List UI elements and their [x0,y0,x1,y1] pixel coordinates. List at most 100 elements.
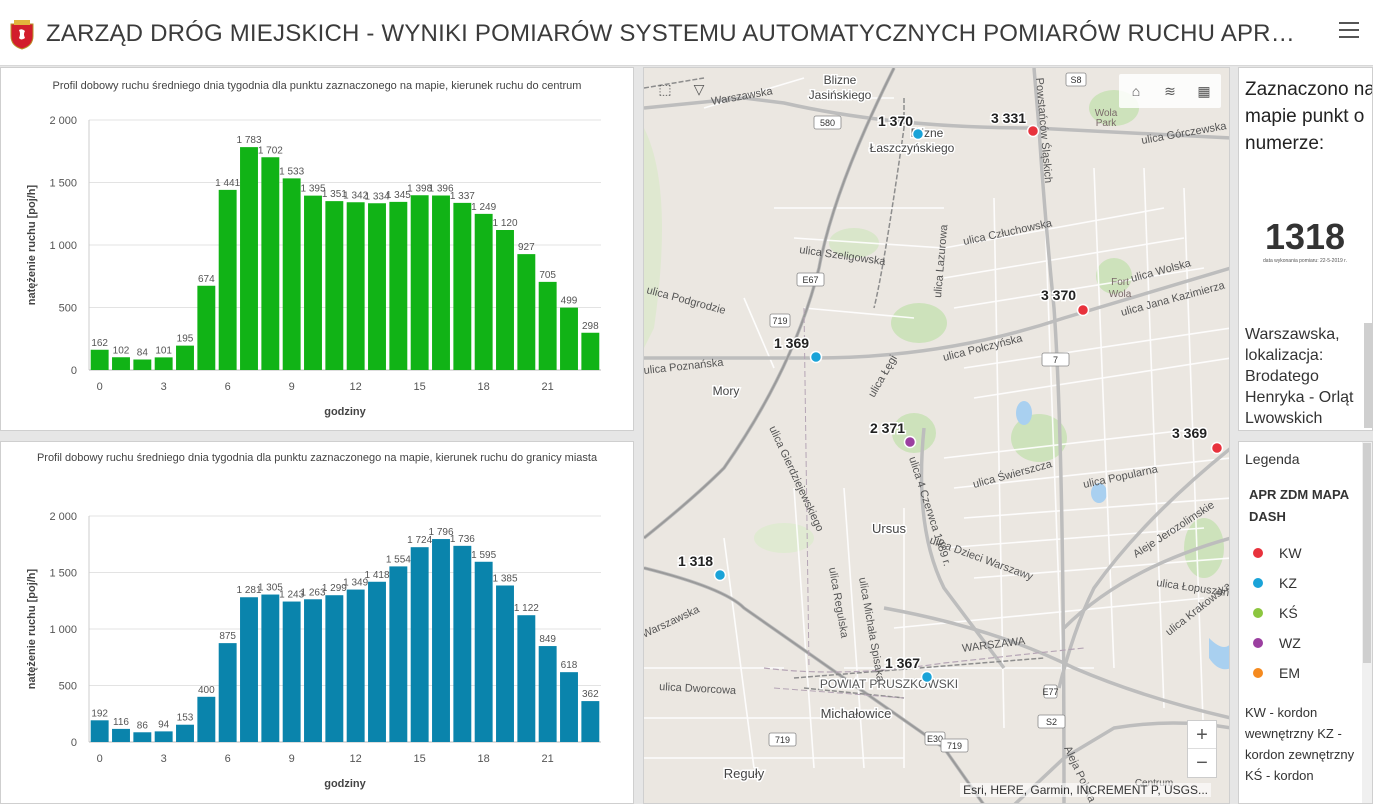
bar[interactable] [240,597,258,742]
legend-item-label: WZ [1279,635,1301,651]
bar[interactable] [240,147,258,370]
svg-text:580: 580 [820,118,835,128]
bar[interactable] [154,731,173,742]
bar[interactable] [432,195,450,371]
bar[interactable] [538,646,557,742]
bar-value-label: 1 783 [236,135,261,146]
bar[interactable] [218,643,237,742]
bar[interactable] [218,189,237,370]
bar[interactable] [176,724,194,742]
road-shield: E30 [924,731,946,746]
zoom-out-button[interactable]: − [1196,752,1208,774]
bar[interactable] [197,696,216,742]
bar[interactable] [560,307,578,370]
measurement-point-kz[interactable] [809,350,823,364]
bar[interactable] [581,332,600,370]
bar[interactable] [474,561,493,742]
bar[interactable] [517,615,536,742]
bar-value-label: 1 305 [258,583,283,594]
y-tick-label: 2 000 [49,115,77,127]
bar[interactable] [133,359,152,371]
svg-text:719: 719 [947,741,962,751]
menu-icon[interactable] [1339,22,1359,40]
measurement-point-kz[interactable] [713,568,727,582]
bar[interactable] [538,281,557,370]
bar[interactable] [432,539,450,742]
zoom-in-button[interactable]: + [1188,721,1216,749]
place-label: Michałowice [821,706,892,721]
qr-code-icon[interactable]: ▦ [1197,82,1211,99]
point-label: 3 331 [991,110,1026,126]
bar[interactable] [346,589,365,742]
layers-icon[interactable]: ≋ [1164,82,1176,99]
map-right-toolbar: ⌂ ≋ ▦ [1119,74,1221,108]
bar-value-label: 849 [539,634,556,645]
bar[interactable] [112,357,130,370]
bar-value-label: 86 [137,720,149,731]
bar[interactable] [453,545,472,742]
bar[interactable] [389,566,408,742]
bar[interactable] [410,195,429,370]
bar[interactable] [90,720,109,742]
y-tick-label: 2 000 [49,511,77,523]
bar-value-label: 1 351 [322,189,347,200]
bar[interactable] [517,254,536,370]
bar[interactable] [90,349,109,370]
bar[interactable] [154,357,173,370]
wz-dot-icon [1253,638,1263,648]
bar[interactable] [496,585,514,742]
bar-value-label: 1 724 [407,535,432,546]
point-label: 1 369 [774,335,809,351]
select-tool-icon[interactable]: ⬚ [658,80,672,97]
road-shield: 719 [940,738,969,753]
kw-dot-icon [1253,548,1263,558]
bar-value-label: 400 [198,685,215,696]
bar[interactable] [346,202,365,370]
x-tick-label: 0 [97,381,103,393]
bar[interactable] [261,594,280,742]
measurement-point-kz[interactable] [920,670,934,684]
road-shield: S8 [1065,72,1087,87]
bar-value-label: 674 [198,274,215,285]
bar[interactable] [304,195,322,370]
measurement-point-wz[interactable] [903,435,917,449]
bar[interactable] [474,213,493,370]
bar[interactable] [112,728,130,742]
bar[interactable] [368,581,386,742]
legend-note: KW - kordon wewnętrzny KZ - kordon zewnę… [1245,705,1355,783]
map-view[interactable]: Blizne Jasińskiego Blizne Łaszczyńskiego Mor… [643,67,1230,804]
road-shield: 580 [813,115,842,130]
bar-value-label: 1 342 [343,190,368,201]
home-icon[interactable]: ⌂ [1131,83,1141,99]
chevron-down-icon[interactable]: ▽ [693,80,705,97]
measurement-point-kw[interactable] [1076,303,1090,317]
bar[interactable] [282,601,301,742]
bar[interactable] [282,178,301,370]
bar[interactable] [176,345,194,370]
bar[interactable] [197,285,216,370]
bar[interactable] [133,732,152,742]
point-label: 1 367 [885,655,920,671]
bar[interactable] [389,201,408,370]
bar[interactable] [581,701,600,742]
bar-value-label: 1 398 [407,183,432,194]
bar[interactable] [304,599,322,742]
scrollbar[interactable] [1364,323,1372,428]
point-label: 3 369 [1172,425,1207,441]
scrollbar[interactable] [1362,442,1372,803]
bar[interactable] [325,201,344,370]
measurement-point-kz[interactable] [911,127,925,141]
x-tick-label: 9 [289,381,295,393]
bar-value-label: 1 263 [300,587,325,598]
map-canvas[interactable]: BlizneJasińskiegoBlizneŁaszczyńskiegoMor… [644,68,1230,804]
bar[interactable] [325,595,344,742]
measurement-point-kw[interactable] [1210,441,1224,455]
bar[interactable] [410,547,429,742]
measurement-point-kw[interactable] [1026,124,1040,138]
bar[interactable] [368,203,386,370]
bar[interactable] [453,202,472,370]
bar[interactable] [560,672,578,742]
bar[interactable] [261,157,280,370]
x-tick-label: 3 [161,381,167,393]
bar[interactable] [496,230,514,370]
